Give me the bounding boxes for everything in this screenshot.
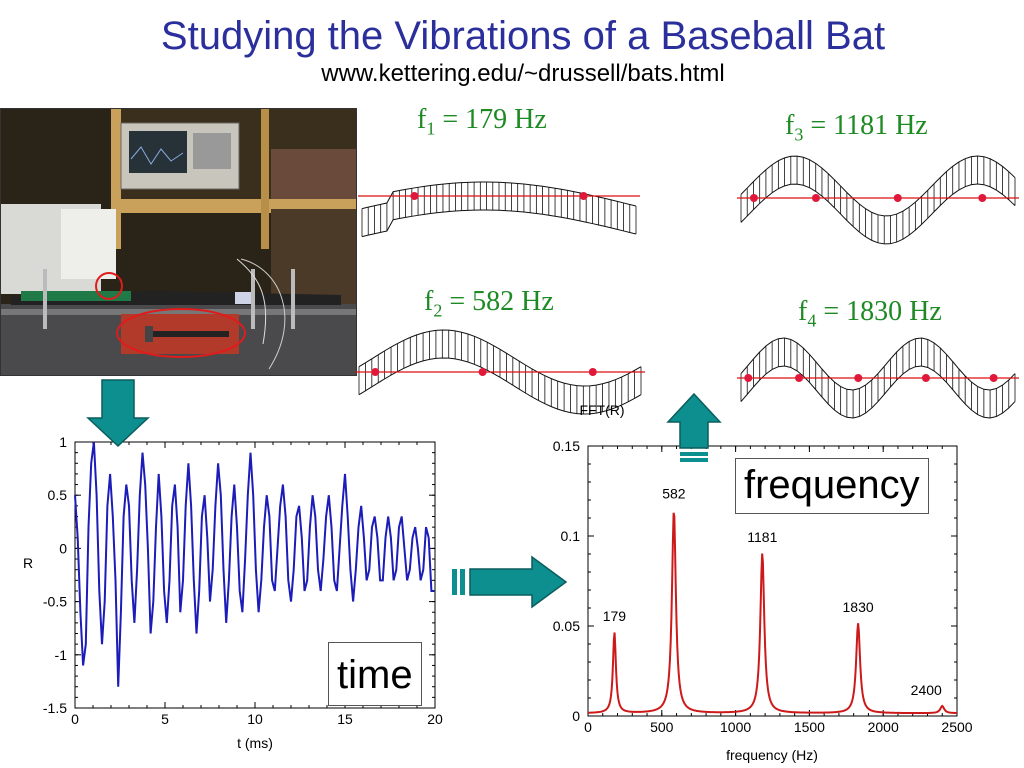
mode-shape-3-diagram	[737, 155, 1019, 245]
mode-node	[744, 374, 753, 382]
mode-shape-2-diagram	[355, 329, 645, 415]
mode-node	[978, 194, 987, 202]
mode-shape-4-diagram	[737, 337, 1019, 419]
mode-label-f1: f1 = 179 Hz	[417, 104, 547, 139]
mode-node	[478, 368, 487, 376]
up-arrow	[666, 392, 722, 462]
x-tick-label: 500	[650, 719, 674, 735]
peak-label: 582	[662, 486, 686, 502]
x-tick-label: 0	[584, 719, 592, 735]
y-tick-label: 1	[59, 434, 67, 450]
mode-upper-edge	[740, 337, 1016, 391]
mode-node	[921, 374, 930, 382]
experiment-photo	[0, 108, 357, 376]
y-tick-label: -0.5	[43, 594, 67, 610]
mode-node	[854, 374, 863, 382]
mode-lower-edge	[358, 357, 642, 415]
right-arrow	[452, 555, 568, 609]
time-y-axis-label: R	[23, 555, 33, 571]
y-tick-label: 0	[572, 708, 580, 724]
mode-node	[410, 192, 419, 200]
fft-x-axis-label: frequency (Hz)	[726, 747, 818, 763]
fft-series-line	[587, 512, 958, 715]
x-tick-label: 5	[161, 711, 169, 727]
x-tick-label: 2500	[941, 719, 972, 735]
y-tick-label: 0	[59, 540, 67, 556]
time-domain-chart: 0 5 10 15 20 1 0.5 0 -0.5 -1 -1.5 t (ms) R	[23, 434, 443, 751]
time-x-axis-label: t (ms)	[237, 735, 273, 751]
y-tick-label: 0.15	[553, 438, 580, 454]
mode-node	[893, 194, 902, 202]
mode-node	[588, 368, 597, 376]
peak-label: 1830	[843, 599, 874, 615]
mode-node	[795, 374, 804, 382]
frequency-box-label: frequency	[735, 458, 929, 514]
mode-upper-edge	[361, 181, 637, 210]
slide-title: Studying the Vibrations of a Baseball Ba…	[160, 14, 886, 58]
mode-lower-edge	[740, 365, 1016, 419]
mode-node	[989, 374, 998, 382]
x-tick-label: 10	[247, 711, 263, 727]
mode-node	[811, 194, 820, 202]
x-tick-label: 1000	[720, 719, 751, 735]
x-tick-label: 15	[337, 711, 353, 727]
down-arrow	[86, 379, 150, 448]
fft-chart: 0 500 1000 1500 2000 2500 0.15 0.1 0.05 0 179 582 11…	[553, 402, 973, 763]
x-tick-label: 20	[427, 711, 443, 727]
mode-node	[579, 192, 588, 200]
mode-upper-edge	[740, 155, 1016, 217]
y-tick-label: -1.5	[43, 700, 67, 716]
mode-node	[371, 368, 380, 376]
mode-lower-edge	[361, 209, 637, 238]
fft-chart-title: FFT(R)	[579, 402, 624, 418]
mode-shape-1-diagram	[358, 181, 640, 238]
source-url[interactable]: www.kettering.edu/~drussell/bats.html	[321, 60, 725, 87]
plot-frame	[587, 445, 958, 717]
y-tick-label: 0.05	[553, 618, 580, 634]
x-tick-label: 1500	[794, 719, 825, 735]
mode-label-f2: f2 = 582 Hz	[424, 286, 554, 321]
mode-lower-edge	[740, 183, 1016, 245]
mode-label-f3: f3 = 1181 Hz	[785, 110, 928, 145]
mode-label-f4: f4 = 1830 Hz	[798, 296, 942, 331]
time-box-label: time	[328, 642, 422, 706]
mode-node	[749, 194, 758, 202]
peak-label: 1181	[747, 529, 777, 545]
mode-upper-edge	[358, 329, 642, 387]
y-tick-label: 0.1	[561, 528, 581, 544]
time-series-line	[74, 441, 435, 687]
x-tick-label: 0	[71, 711, 79, 727]
peak-label: 179	[603, 608, 627, 624]
y-tick-label: -1	[55, 647, 68, 663]
x-tick-label: 2000	[868, 719, 899, 735]
peak-label: 2400	[911, 682, 942, 698]
y-tick-label: 0.5	[48, 487, 68, 503]
